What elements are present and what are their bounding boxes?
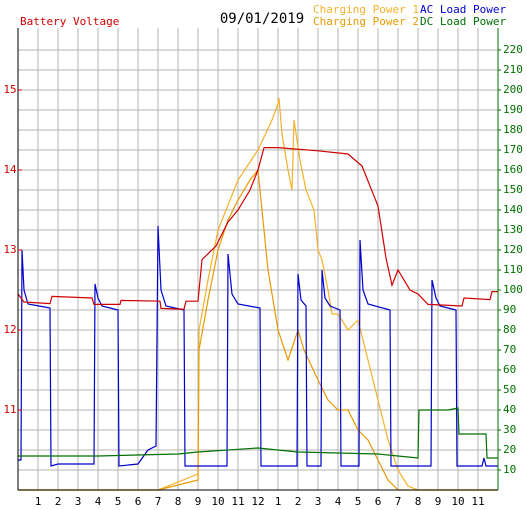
y-tick-label: 11 xyxy=(3,403,16,416)
y2-tick-label: 10 xyxy=(503,463,516,476)
y2-tick-label: 160 xyxy=(503,163,523,176)
x-tick-label: 9 xyxy=(195,495,202,508)
y2-tick-label: 60 xyxy=(503,363,516,376)
y2-tick-label: 30 xyxy=(503,423,516,436)
y2-tick-label: 210 xyxy=(503,63,523,76)
y2-tick-label: 110 xyxy=(503,263,523,276)
x-tick-label: 3 xyxy=(75,495,82,508)
y2-tick-label: 150 xyxy=(503,183,523,196)
y2-tick-label: 220 xyxy=(503,43,523,56)
y2-tick-label: 40 xyxy=(503,403,516,416)
x-tick-label: 11 xyxy=(471,495,484,508)
y2-tick-label: 200 xyxy=(503,83,523,96)
grid xyxy=(18,28,498,490)
x-tick-label: 3 xyxy=(315,495,322,508)
x-tick-label: 5 xyxy=(355,495,362,508)
y2-tick-label: 20 xyxy=(503,443,516,456)
x-tick-label: 9 xyxy=(435,495,442,508)
series-line xyxy=(18,168,498,491)
y2-tick-label: 180 xyxy=(503,123,523,136)
y2-tick-label: 130 xyxy=(503,223,523,236)
y2-tick-label: 50 xyxy=(503,383,516,396)
x-tick-label: 10 xyxy=(211,495,224,508)
series-line xyxy=(17,147,498,310)
y-tick-label: 13 xyxy=(3,243,16,256)
y-tick-label: 12 xyxy=(3,323,16,336)
y2-tick-label: 170 xyxy=(503,143,523,156)
y2-tick-label: 140 xyxy=(503,203,523,216)
x-tick-label: 6 xyxy=(135,495,142,508)
x-tick-label: 7 xyxy=(395,495,402,508)
x-tick-label: 1 xyxy=(35,495,42,508)
date: 09/01/2019 xyxy=(220,11,304,27)
x-tick-label: 4 xyxy=(95,495,102,508)
y2-tick-label: 70 xyxy=(503,343,516,356)
x-tick-label: 11 xyxy=(231,495,244,508)
x-tick-label: 5 xyxy=(115,495,122,508)
series-line xyxy=(18,225,498,467)
x-tick-label: 8 xyxy=(175,495,182,508)
x-tick-label: 4 xyxy=(335,495,342,508)
series-line xyxy=(18,407,498,459)
x-tick-label: 10 xyxy=(451,495,464,508)
legend-entry: DC Load Power xyxy=(420,15,506,28)
x-tick-label: 6 xyxy=(375,495,382,508)
x-tick-label: 1 xyxy=(275,495,282,508)
x-tick-label: 8 xyxy=(415,495,422,508)
chart-title: Battery Voltage xyxy=(20,15,119,28)
x-tick-label: 2 xyxy=(55,495,62,508)
y2-tick-label: 100 xyxy=(503,283,523,296)
x-tick-label: 7 xyxy=(155,495,162,508)
x-tick-label: 12 xyxy=(251,495,264,508)
y2-tick-label: 190 xyxy=(503,103,523,116)
series-line xyxy=(18,97,498,491)
y2-tick-label: 80 xyxy=(503,323,516,336)
legend-entry: AC Load Power xyxy=(420,3,506,16)
y-tick-label: 15 xyxy=(3,83,16,96)
y-tick-label: 14 xyxy=(3,163,17,176)
legend-entry: Charging Power 2 xyxy=(313,15,419,28)
y2-tick-label: 120 xyxy=(503,243,523,256)
x-tick-label: 2 xyxy=(295,495,302,508)
y2-tick-label: 90 xyxy=(503,303,516,316)
legend-entry: Charging Power 1 xyxy=(313,3,419,16)
plot-lines xyxy=(17,97,498,491)
